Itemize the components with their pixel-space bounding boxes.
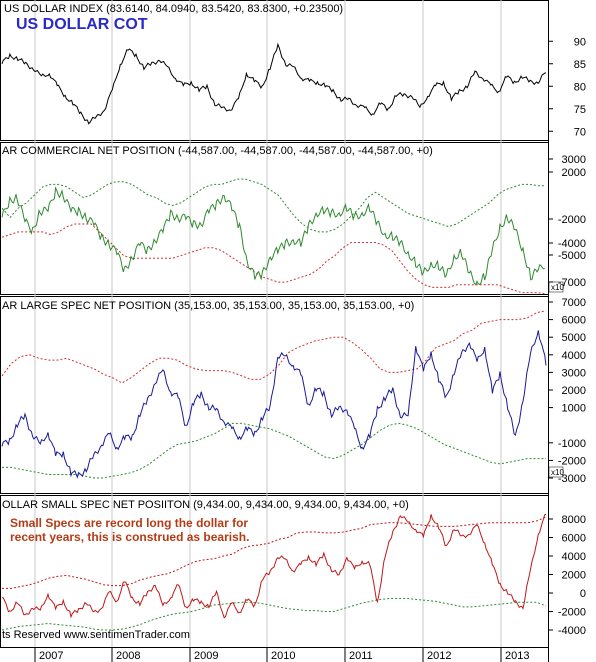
x-tick-label: 2011 [349, 650, 373, 662]
y-tick-label: -2000 [558, 455, 586, 467]
y-tick-label: -4000 [558, 238, 586, 250]
y-tick-label: 2000 [562, 167, 586, 179]
usdx-panel-title: US DOLLAR INDEX (83.6140, 84.0940, 83.54… [4, 3, 343, 15]
y-tick-label: -2000 [558, 607, 586, 619]
y-tick-label: 2000 [562, 385, 586, 397]
commercial-panel: AR COMMERCIAL NET POSITION (-44,587.00, … [1, 145, 586, 295]
y-tick-label: 2000 [562, 570, 586, 582]
y-tick-label: 85 [574, 59, 586, 71]
x-tick-label: 2013 [505, 650, 529, 662]
y-tick-label: 4000 [562, 551, 586, 563]
y-tick-label: 6000 [562, 533, 586, 545]
year-gridlines [34, 0, 502, 647]
y-tick-label: -4000 [558, 625, 586, 637]
y-tick-label: 0 [580, 588, 586, 600]
annotation-line-1: Small Specs are record long the dollar f… [10, 516, 248, 530]
usdx-panel: US DOLLAR INDEX (83.6140, 84.0940, 83.54… [1, 3, 586, 138]
y-tick-label: 7000 [562, 297, 586, 309]
annotation-line-2: recent years, this is construed as beari… [10, 530, 249, 544]
y-tick-label: 75 [574, 104, 586, 116]
y-tick-label: 6000 [562, 315, 586, 327]
x-tick-label: 2008 [116, 650, 140, 662]
y-tick-label: -3000 [558, 473, 586, 485]
y-tick-label: 4000 [562, 350, 586, 362]
envelope-band [1, 310, 547, 384]
data-series-line [1, 42, 547, 125]
y-tick-label: 3000 [562, 154, 586, 166]
multiplier-box [548, 466, 564, 478]
data-series-line [1, 186, 545, 286]
x-tick-label: 2012 [427, 650, 451, 662]
large-spec-panel: AR LARGE SPEC NET POSITION (35,153.00, 3… [1, 297, 586, 485]
copyright-footer: ts Reserved www.sentimenTrader.com [2, 629, 190, 641]
multiplier-label: x10 [551, 468, 564, 477]
y-tick-label: 70 [574, 126, 586, 138]
data-series-line [1, 330, 547, 479]
small-spec-panel: OLLAR SMALL SPEC NET POSIITON (9,434.00,… [1, 499, 586, 641]
multiplier-box [548, 281, 564, 293]
commercial-panel-title: AR COMMERCIAL NET POSITION (-44,587.00, … [2, 145, 433, 157]
x-tick-label: 2007 [39, 650, 63, 662]
x-tick-label: 2010 [271, 650, 295, 662]
data-series-line [1, 513, 547, 619]
x-tick-label: 2009 [194, 650, 218, 662]
y-tick-label: -1000 [558, 438, 586, 450]
y-tick-label: -7000 [558, 277, 586, 289]
x-axis: 2007 2008 2009 2010 2011 2012 2013 [0, 647, 548, 662]
y-tick-label: 5000 [562, 332, 586, 344]
envelope-band [1, 178, 546, 233]
y-tick-label: 90 [574, 36, 586, 48]
large-spec-panel-title: AR LARGE SPEC NET POSITION (35,153.00, 3… [2, 300, 414, 312]
envelope-band [1, 598, 547, 631]
small-spec-panel-title: OLLAR SMALL SPEC NET POSIITON (9,434.00,… [2, 499, 409, 511]
y-tick-label: -2000 [558, 214, 586, 226]
y-tick-label: 3000 [562, 367, 586, 379]
envelope-band [2, 516, 547, 589]
y-tick-label: 80 [574, 81, 586, 93]
y-tick-label: 8000 [562, 514, 586, 526]
y-tick-label: 1000 [562, 403, 586, 415]
y-tick-label: -5000 [558, 250, 586, 262]
chart-big-title: US DOLLAR COT [16, 16, 148, 33]
multiplier-label: x10 [551, 283, 564, 292]
